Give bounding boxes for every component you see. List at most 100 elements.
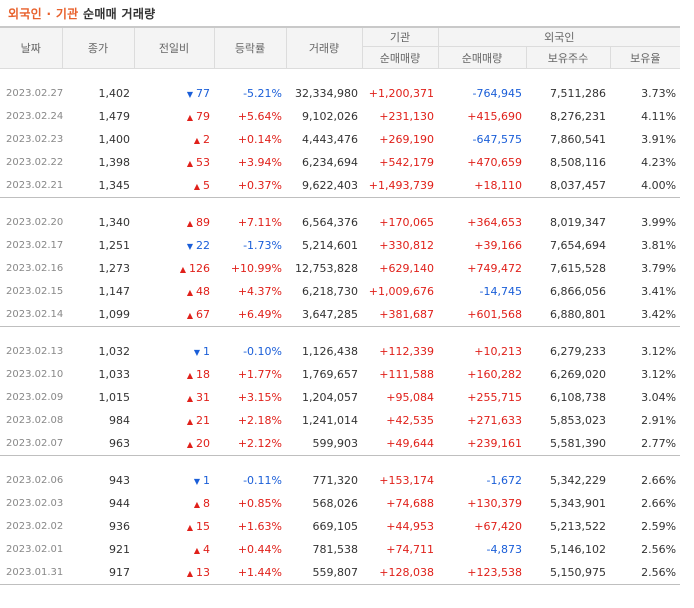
date-cell: 2023.02.22 [6,157,64,168]
col-header-ratio[interactable]: 보유율 [609,46,681,69]
volume-cell: 771,320 [312,474,359,487]
date-cell: 2023.02.20 [6,217,64,228]
col-header-date[interactable]: 날짜 [0,27,62,69]
spacer-cell [0,69,680,83]
date-cell: 2023.02.02 [6,521,64,532]
table-row: 2023.02.09 1,015 ▲ 31 +3.15% 1,204,057 +95,084… [0,386,680,409]
rate-cell: +1.63% [237,520,282,533]
ratio-cell: 4.23% [641,156,677,169]
holdings-cell: 8,276,231 [550,110,606,123]
ratio-cell: 2.56% [641,566,677,579]
divider-cell [0,326,681,327]
change-value: 67 [196,308,210,321]
inst-net-cell: +629,140 [379,262,434,275]
volume-cell: 12,753,828 [295,262,358,275]
holdings-cell: 6,269,020 [550,368,606,381]
rate-cell: +3.94% [237,156,282,169]
ratio-cell: 2.77% [641,437,677,450]
change-cell: ▲ 18 [134,363,214,386]
table-row: 2023.02.24 1,479 ▲ 79 +5.64% 9,102,026 +231,13… [0,105,680,128]
close-cell: 1,147 [98,285,131,298]
change-cell: ▲ 8 [134,492,214,515]
close-cell: 917 [109,566,130,579]
col-header-foreign: 외국인 [437,27,681,47]
table-row: 2023.02.07 963 ▲ 20 +2.12% 599,903 +49,644 +239… [0,432,680,455]
triangle-up-icon: ▲ [186,159,193,168]
volume-cell: 1,241,014 [302,414,358,427]
triangle-up-icon: ▲ [193,136,200,145]
col-header-rate[interactable]: 등락률 [213,27,286,69]
close-cell: 984 [109,414,130,427]
triangle-up-icon: ▲ [186,394,193,403]
inst-net-cell: +74,688 [386,497,434,510]
group-spacer [0,198,680,212]
volume-cell: 9,622,403 [302,179,358,192]
foreign-net-cell: +470,659 [467,156,522,169]
table-row: 2023.02.15 1,147 ▲ 48 +4.37% 6,218,730 +1,009,… [0,280,680,303]
rate-cell: -0.10% [243,345,282,358]
triangle-up-icon: ▲ [193,546,200,555]
inst-net-cell: +95,084 [386,391,434,404]
inst-net-cell: +74,711 [386,543,434,556]
inst-net-cell: +153,174 [379,474,434,487]
foreign-net-cell: +415,690 [467,110,522,123]
foreign-net-cell: -764,945 [472,87,522,100]
date-cell: 2023.01.31 [6,567,64,578]
inst-net-cell: +542,179 [379,156,434,169]
holdings-cell: 7,860,541 [550,133,606,146]
col-header-foreign-net[interactable]: 순매매량 [437,46,526,69]
date-cell: 2023.02.13 [6,346,64,357]
holdings-cell: 5,146,102 [550,543,606,556]
change-value: 13 [196,566,210,579]
col-header-change[interactable]: 전일비 [133,27,214,69]
holdings-cell: 5,342,229 [550,474,606,487]
change-cell: ▼ 1 [134,340,214,363]
holdings-cell: 8,508,116 [550,156,606,169]
col-header-inst-net[interactable]: 순매매량 [361,46,438,69]
col-header-close[interactable]: 종가 [61,27,134,69]
change-cell: ▲ 89 [134,211,214,234]
rate-cell: +5.64% [237,110,282,123]
change-value: 1 [203,474,210,487]
date-cell: 2023.02.16 [6,263,64,274]
triangle-down-icon: ▼ [193,348,200,357]
volume-cell: 6,234,694 [302,156,358,169]
col-header-holdings[interactable]: 보유주수 [525,46,610,69]
foreign-net-cell: +601,568 [467,308,522,321]
change-cell: ▲ 15 [134,515,214,538]
change-cell: ▲ 21 [134,409,214,432]
close-cell: 963 [109,437,130,450]
rate-cell: +4.37% [237,285,282,298]
change-value: 31 [196,391,210,404]
foreign-net-cell: +123,538 [467,566,522,579]
change-cell: ▲ 48 [134,280,214,303]
change-cell: ▲ 31 [134,386,214,409]
rate-cell: +1.44% [237,566,282,579]
change-cell: ▼ 77 [134,82,214,105]
table-row: 2023.02.03 944 ▲ 8 +0.85% 568,026 +74,688 +130,… [0,492,680,515]
volume-cell: 5,214,601 [302,239,358,252]
change-value: 15 [196,520,210,533]
rate-cell: +0.85% [237,497,282,510]
triangle-down-icon: ▼ [186,90,193,99]
foreign-net-cell: +67,420 [474,520,522,533]
divider-cell [0,197,681,198]
table-row: 2023.02.20 1,340 ▲ 89 +7.11% 6,564,376 +170,06… [0,211,680,234]
group-divider [0,584,681,585]
holdings-cell: 6,108,738 [550,391,606,404]
holdings-cell: 6,279,233 [550,345,606,358]
ratio-cell: 2.66% [641,497,677,510]
group-divider [0,197,681,198]
rate-cell: +2.12% [237,437,282,450]
ratio-cell: 4.11% [641,110,677,123]
volume-cell: 781,538 [312,543,359,556]
ratio-cell: 3.41% [641,285,677,298]
close-cell: 1,400 [98,133,131,146]
inst-net-cell: +1,009,676 [368,285,434,298]
ratio-cell: 3.42% [641,308,677,321]
volume-cell: 1,126,438 [302,345,358,358]
col-header-volume[interactable]: 거래량 [285,27,362,69]
ratio-cell: 3.79% [641,262,677,275]
ratio-cell: 3.73% [641,87,677,100]
triangle-up-icon: ▲ [186,440,193,449]
